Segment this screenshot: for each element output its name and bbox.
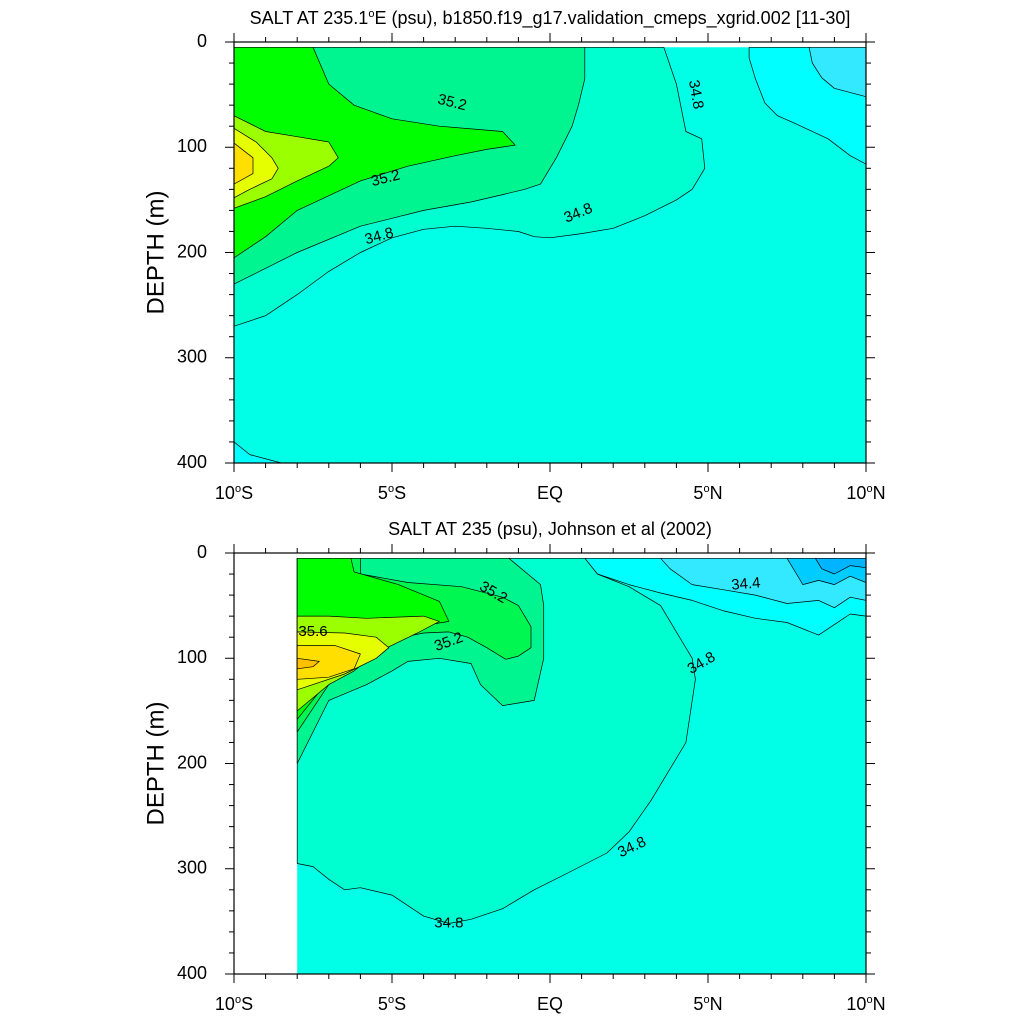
contour-label: 34.8 (685, 79, 707, 111)
y-tick-label: 100 (177, 647, 207, 667)
chart-title: SALT AT 235.1oE (psu), b1850.f19_g17.val… (250, 8, 851, 29)
contour-region-35-1 (234, 46, 516, 259)
contour-region-35-7 (296, 657, 320, 670)
x-tick-label: 5oS (378, 994, 406, 1014)
x-tick-label: 10oS (215, 483, 253, 503)
contour-region-34-5 (808, 46, 866, 98)
x-axis: 10oS 5oS EQ 5oN 10oN (215, 33, 886, 503)
contour-fills (296, 557, 866, 974)
contour-region-35-5 (234, 142, 254, 185)
y-tick-label: 400 (177, 452, 207, 472)
x-axis: 10oS 5oS EQ 5oN 10oN (215, 544, 886, 1014)
contour-region-35-3 (234, 115, 339, 209)
contour-labels: 35.2 34.835.234.834.8 (363, 79, 707, 249)
x-tick-label: 10oN (846, 483, 885, 503)
y-axis: 0 100 200 300 400 (177, 542, 875, 983)
y-axis-title: DEPTH (m) (142, 702, 169, 826)
y-tick-label: 300 (177, 858, 207, 878)
x-tick-label: 10oS (215, 994, 253, 1014)
x-tick-label: 5oN (693, 994, 722, 1014)
x-tick-label: 5oN (693, 483, 722, 503)
contour-label: 34.8 (434, 914, 463, 931)
contour-label: 35.2 (436, 91, 468, 115)
contour-label: 35.6 (298, 623, 327, 640)
x-tick-label: 10oN (846, 994, 885, 1014)
y-tick-label: 0 (197, 31, 207, 51)
y-tick-label: 100 (177, 136, 207, 156)
y-tick-label: 200 (177, 241, 207, 261)
y-tick-label: 400 (177, 963, 207, 983)
x-tick-label: EQ (537, 483, 563, 503)
contour-label: 34.4 (731, 574, 762, 593)
y-axis: 0 100 200 300 400 (177, 31, 875, 472)
contour-region-35-6 (296, 645, 361, 680)
contour-label: 35.2 (369, 167, 401, 191)
chart-title: SALT AT 235 (psu), Johnson et al (2002) (388, 519, 712, 539)
x-tick-label: 5oS (378, 483, 406, 503)
y-tick-label: 300 (177, 347, 207, 367)
x-tick-label: EQ (537, 994, 563, 1014)
contour-region-35-4 (234, 127, 279, 199)
contour-label: 34.8 (363, 224, 396, 248)
contour-fills (234, 46, 866, 463)
y-tick-label: 200 (177, 752, 207, 772)
contour-region-34-6 (234, 441, 282, 463)
y-tick-label: 0 (197, 542, 207, 562)
contour-region-34-3 (815, 557, 866, 575)
y-axis-title: DEPTH (m) (142, 191, 169, 315)
